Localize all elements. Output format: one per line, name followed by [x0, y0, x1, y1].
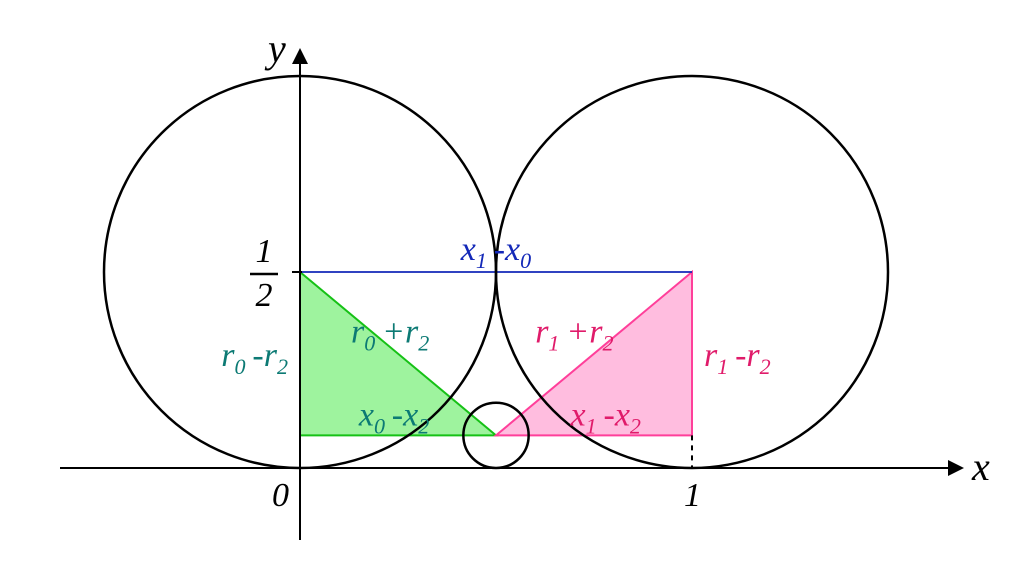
geometry-diagram: x y 0 1 1 2 x1 -x0 r0 -r2 r0 +r2 x0 -x2 …	[0, 0, 1024, 576]
label-x1-minus-x0: x1 -x0	[460, 231, 531, 273]
half-numerator: 1	[256, 233, 273, 270]
triangle-right	[496, 272, 692, 435]
label-r0-plus-r2: r0 +r2	[351, 314, 429, 356]
label-r1-plus-r2: r1 +r2	[535, 314, 613, 356]
y-axis-label: y	[264, 26, 286, 71]
x-axis-label: x	[971, 444, 990, 489]
label-r1-minus-r2: r1 -r2	[704, 337, 771, 379]
origin-label: 0	[272, 477, 289, 514]
half-label: 1 2	[250, 233, 278, 314]
label-r0-minus-r2: r0 -r2	[221, 337, 288, 379]
one-label: 1	[684, 477, 701, 514]
half-denominator: 2	[256, 277, 273, 314]
